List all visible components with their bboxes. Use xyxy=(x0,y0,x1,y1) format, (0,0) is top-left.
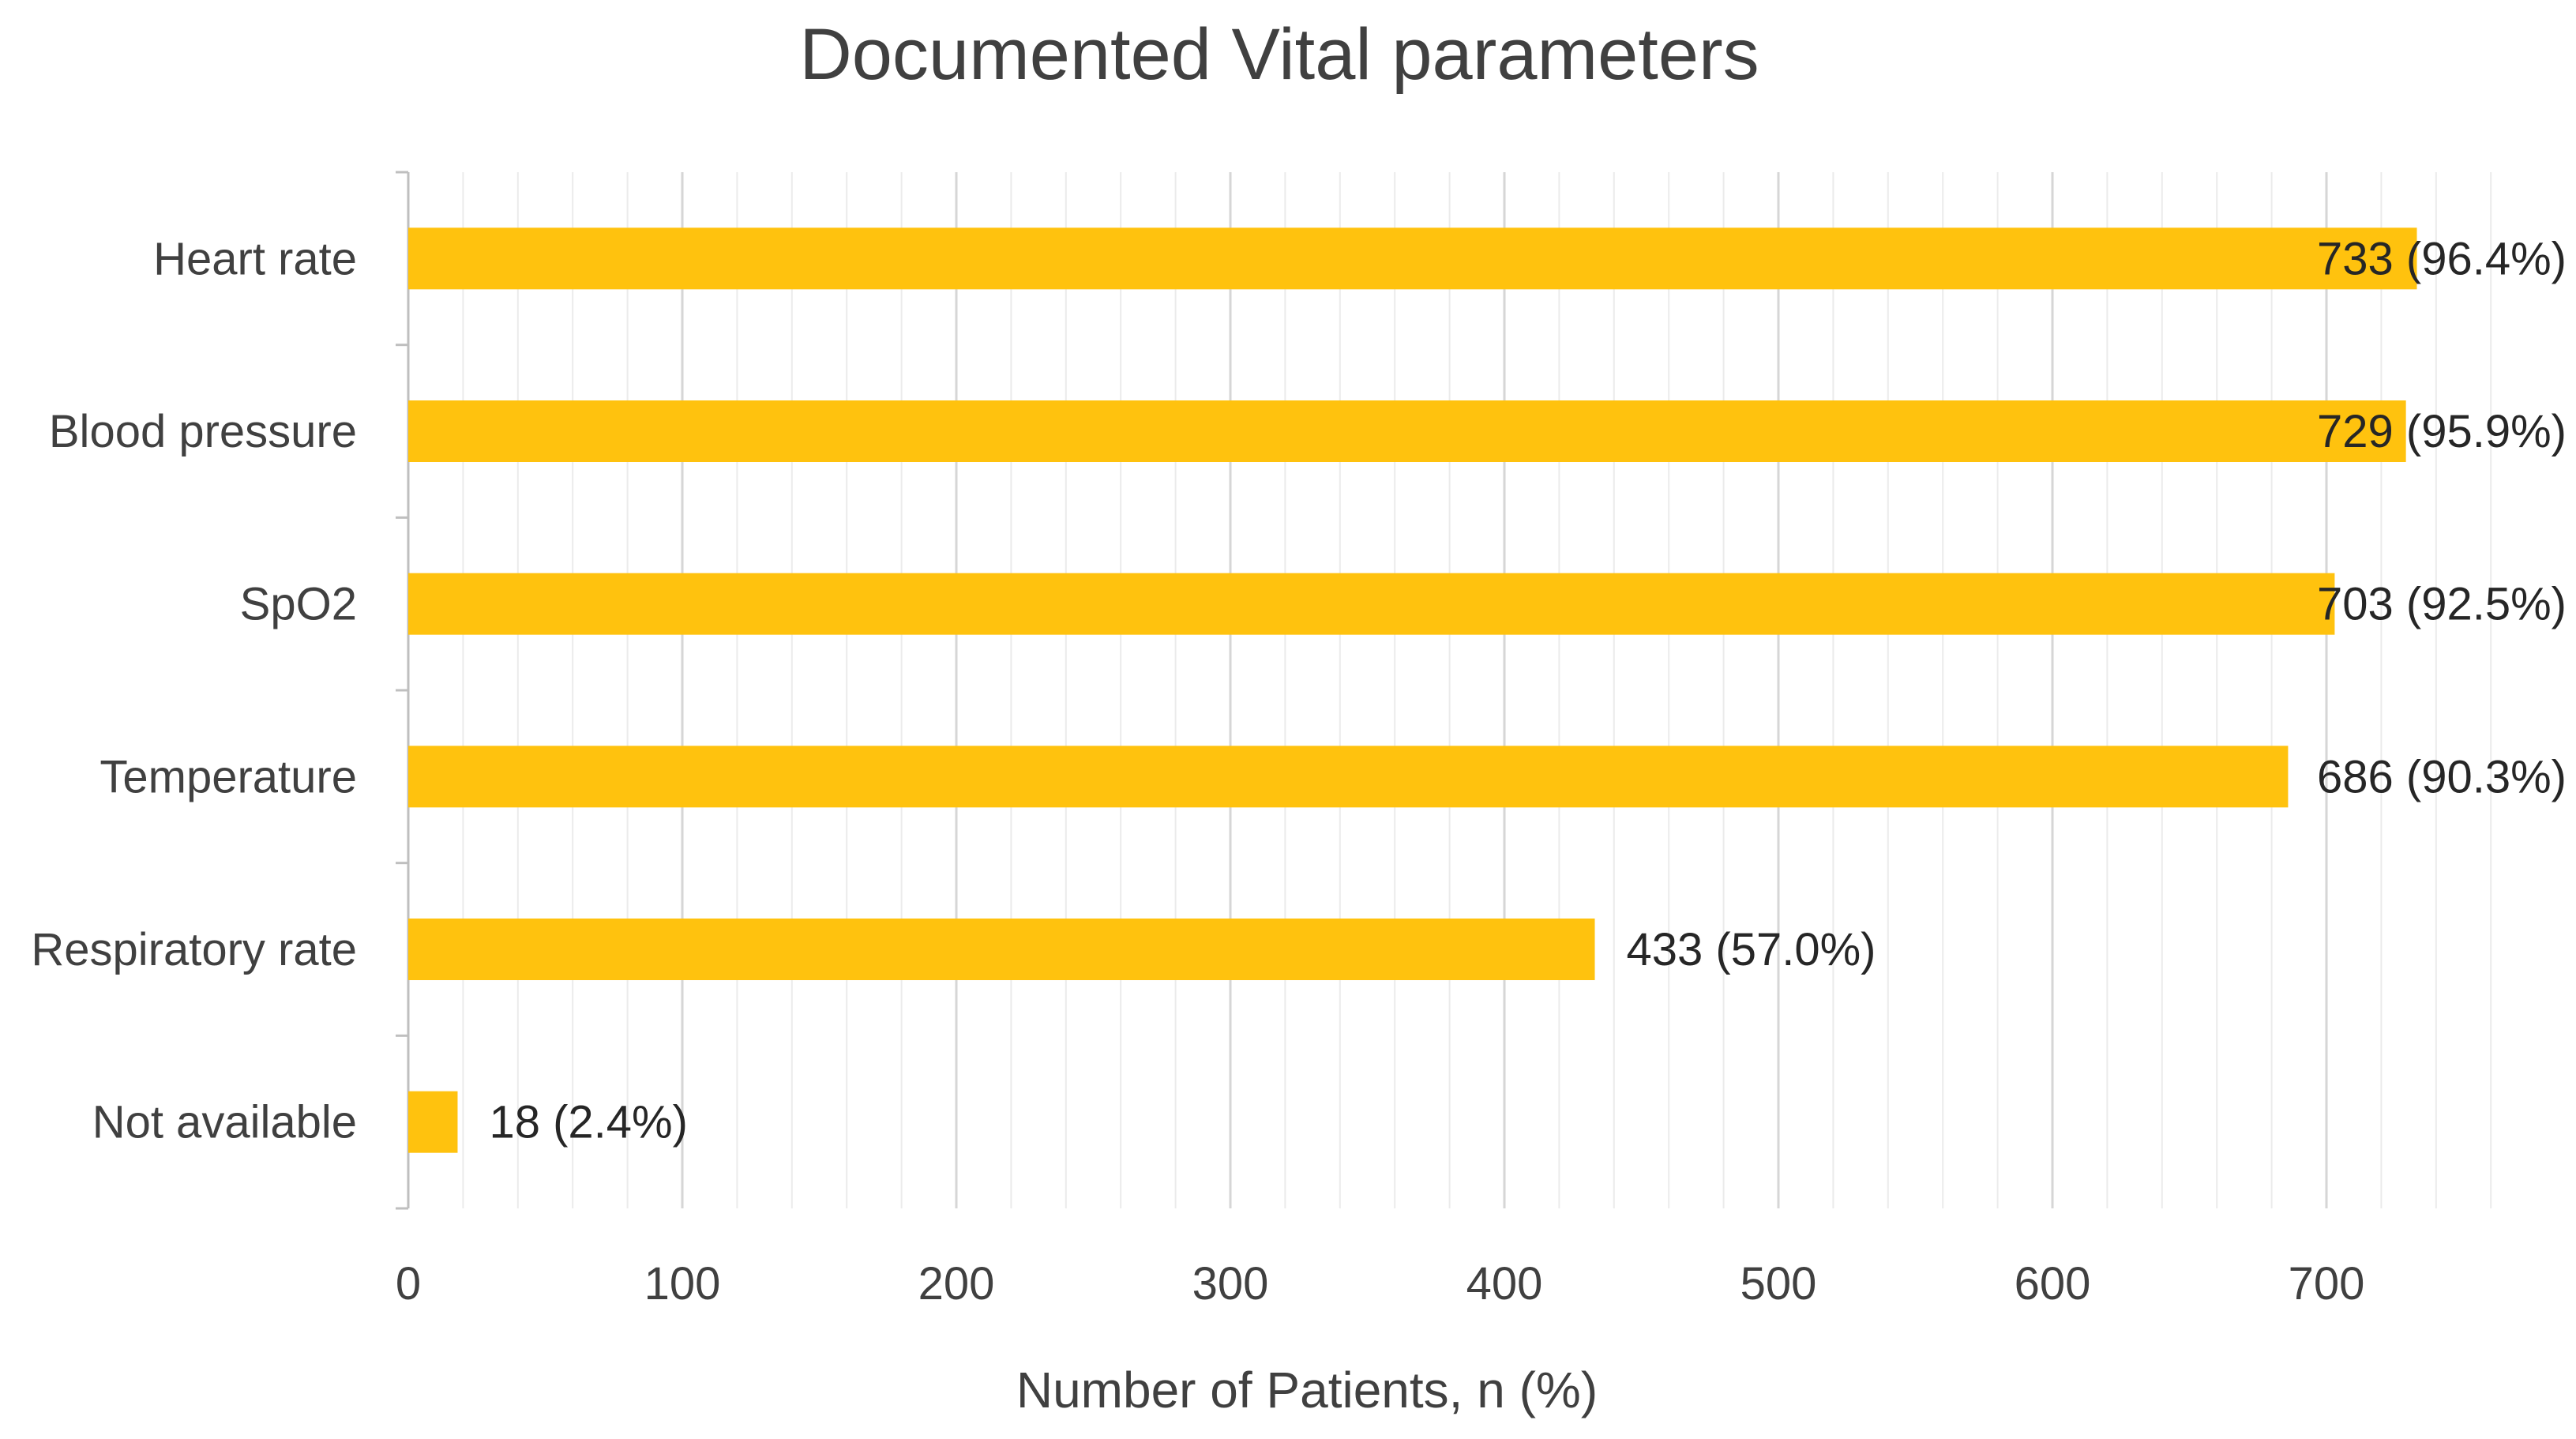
category-label: Respiratory rate xyxy=(31,924,357,975)
bar xyxy=(408,919,1595,980)
category-labels: Heart rate Blood pressure SpO2 Temperature R… xyxy=(31,233,357,1148)
category-label: SpO2 xyxy=(240,579,357,630)
bar xyxy=(408,573,2335,635)
bar xyxy=(408,1091,458,1153)
x-tick-label: 200 xyxy=(918,1258,995,1309)
x-tick-label: 0 xyxy=(396,1258,421,1309)
category-label: Not available xyxy=(92,1097,357,1148)
gridlines xyxy=(462,172,2492,1208)
category-label: Temperature xyxy=(100,751,357,802)
x-tick-label: 700 xyxy=(2289,1258,2365,1309)
bar xyxy=(408,746,2289,808)
axes xyxy=(396,171,410,1210)
category-label: Heart rate xyxy=(153,233,357,284)
data-label: 433 (57.0%) xyxy=(1627,924,1876,975)
x-tick-label: 500 xyxy=(1740,1258,1817,1309)
x-tick-labels: 0 100 200 300 400 500 600 700 xyxy=(396,1258,2365,1309)
x-tick-label: 600 xyxy=(2015,1258,2091,1309)
data-label: 733 (96.4%) xyxy=(2317,233,2567,284)
x-tick-label: 300 xyxy=(1192,1258,1269,1309)
data-label: 686 (90.3%) xyxy=(2317,751,2567,802)
bar xyxy=(408,400,2406,462)
bars xyxy=(408,227,2417,1153)
data-labels: 733 (96.4%) 729 (95.9%) 703 (92.5%) 686 (90… xyxy=(489,233,2567,1148)
data-label: 703 (92.5%) xyxy=(2317,579,2567,630)
x-axis-title: Number of Patients, n (%) xyxy=(1016,1362,1598,1418)
data-label: 729 (95.9%) xyxy=(2317,406,2567,457)
x-tick-label: 400 xyxy=(1466,1258,1543,1309)
bar xyxy=(408,227,2417,290)
category-label: Blood pressure xyxy=(49,406,357,457)
x-tick-label: 100 xyxy=(644,1258,721,1309)
chart-title: Documented Vital parameters xyxy=(799,14,1759,95)
data-label: 18 (2.4%) xyxy=(489,1097,687,1148)
